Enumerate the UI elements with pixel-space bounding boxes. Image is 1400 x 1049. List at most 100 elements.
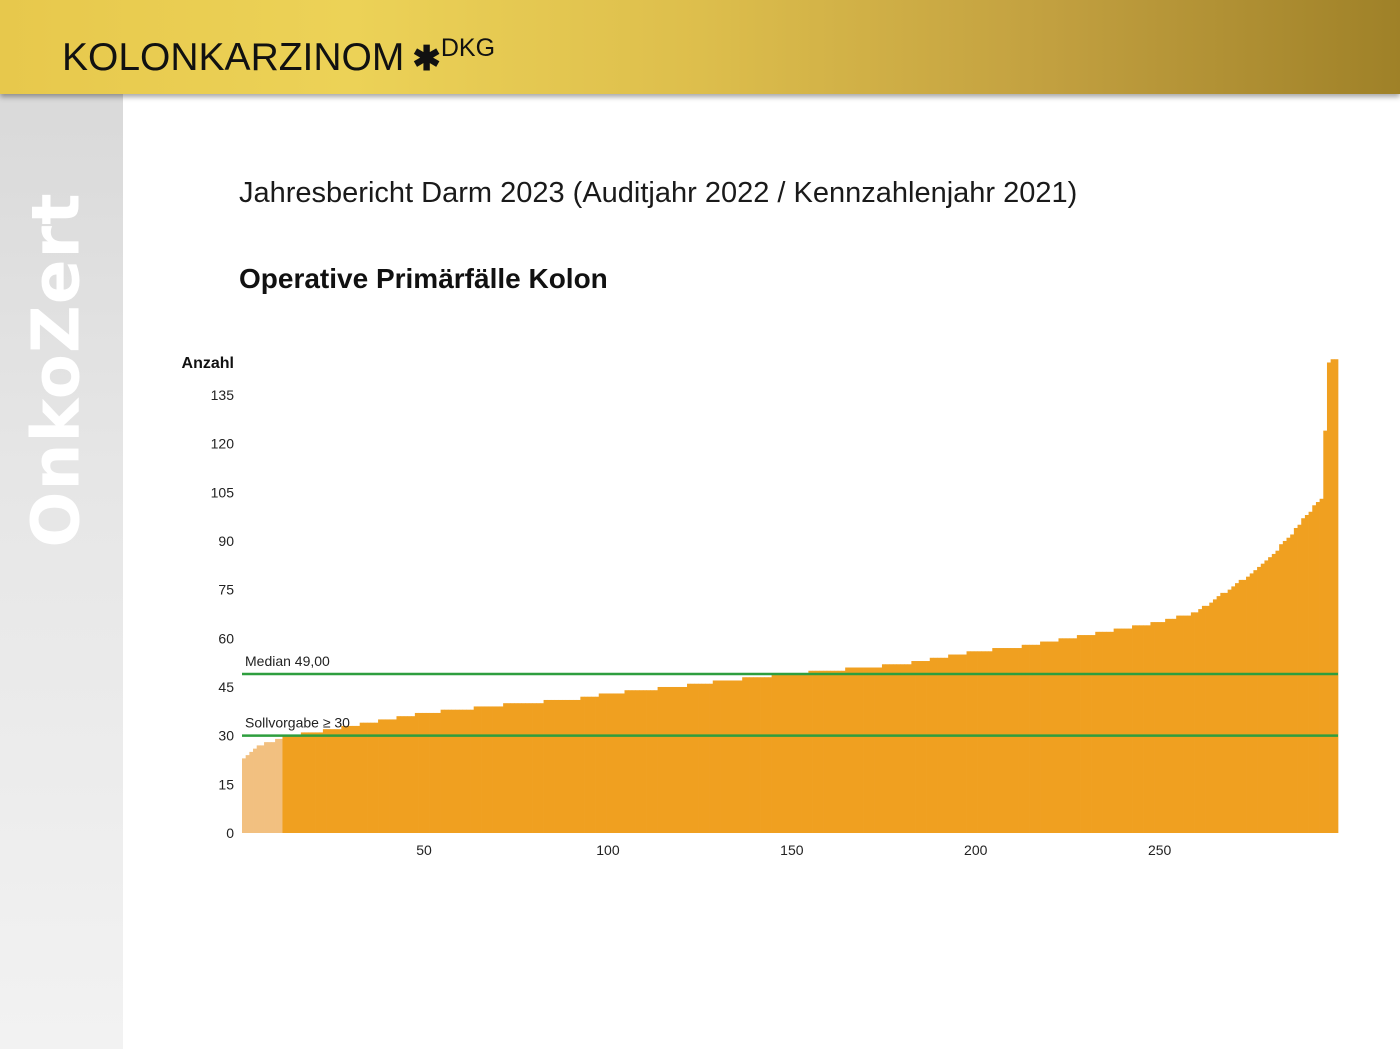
bar [367,722,372,833]
bar [1047,641,1052,833]
bar [1135,625,1140,833]
bar [1106,631,1111,833]
bar [826,670,831,833]
bar [955,654,960,833]
bar [326,729,331,833]
y-tick-label: 45 [218,679,234,695]
bar [499,706,504,833]
bar [801,674,806,833]
bar [543,699,548,833]
bar [414,712,419,833]
bar [786,674,791,833]
bar [775,674,780,833]
bar [1157,622,1162,833]
bar [709,683,714,833]
bar [356,725,361,833]
bar [598,693,603,833]
bar [565,699,570,833]
bar [495,706,500,833]
bar [1205,605,1210,833]
bar [1076,635,1081,833]
bar [595,696,600,833]
bar [297,735,302,833]
bar [657,686,662,833]
y-tick-label: 0 [226,825,234,841]
bar [863,667,868,833]
bar [473,706,478,833]
bar [904,664,909,833]
bar [433,712,438,833]
bar [712,680,717,833]
bar [1165,618,1170,833]
y-tick-label: 15 [218,776,234,792]
bar [1124,628,1129,833]
bar [767,677,772,833]
bar [348,725,353,833]
bar [1238,579,1243,833]
bar [330,729,335,833]
bar [573,699,578,833]
bar [1168,618,1173,833]
bar [642,690,647,833]
bar [819,670,824,833]
bar [1043,641,1048,833]
bar [933,657,938,833]
bar [845,667,850,833]
bar [400,716,405,833]
bar [587,696,592,833]
bar [915,661,920,833]
bar [1080,635,1085,833]
bar [823,670,828,833]
bar [808,670,813,833]
bar [1054,641,1059,833]
bar [790,674,795,833]
bar [628,690,633,833]
bar [705,683,710,833]
bar [1249,573,1254,833]
bar [753,677,758,833]
bar [1312,505,1317,833]
bar [1095,631,1100,833]
bar [1242,579,1247,833]
bar [584,696,589,833]
bar [624,690,629,833]
bar [1279,544,1284,833]
bar [900,664,905,833]
target-label: Sollvorgabe ≥ 30 [245,715,350,731]
bar [539,703,544,833]
bar [492,706,497,833]
bar [444,709,449,833]
bar [756,677,761,833]
bar [392,719,397,833]
bar [602,693,607,833]
bar [242,758,247,833]
bar [778,674,783,833]
y-tick-label: 30 [218,728,234,744]
bar [731,680,736,833]
x-tick-label: 250 [1148,842,1172,858]
y-tick-label: 90 [218,533,234,549]
y-tick-label: 60 [218,630,234,646]
bar [867,667,872,833]
bar [1260,563,1265,833]
bar [874,667,879,833]
bar [962,654,967,833]
header-title: KOLONKARZINOM [62,36,405,79]
bar [635,690,640,833]
bar [1087,635,1092,833]
bar [1139,625,1144,833]
bar [293,735,298,833]
bar [745,677,750,833]
bar [937,657,942,833]
bar [1315,502,1320,833]
bar [333,729,338,833]
bar [1268,557,1273,833]
bar [1172,618,1177,833]
chart: 0 15 30 45 60 75 90 105 120 135 Anzahl 50 100 150 200 2… [182,355,1339,858]
bar [639,690,644,833]
bar [664,686,669,833]
bar [481,706,486,833]
bar [617,693,622,833]
bar [1227,589,1232,833]
bar [815,670,820,833]
